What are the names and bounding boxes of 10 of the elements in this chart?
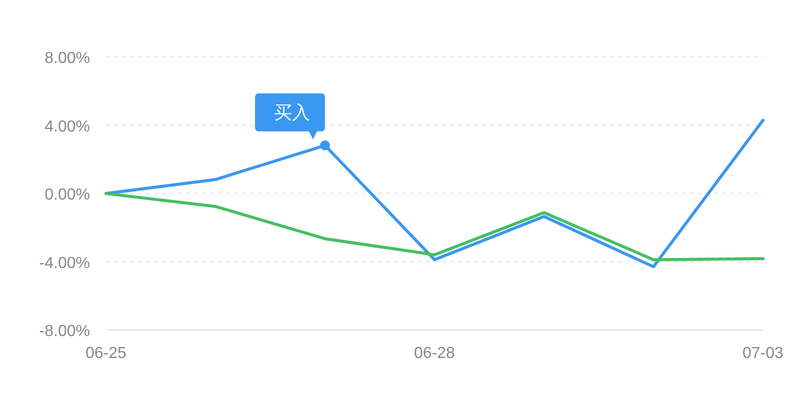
x-tick-label: 07-03 <box>742 345 784 362</box>
line-series <box>104 192 764 262</box>
y-tick-label: 0.00% <box>44 186 90 204</box>
y-tick-label: -8.00% <box>39 323 90 340</box>
x-tick-label: 06-28 <box>414 345 456 362</box>
y-tick-label: -4.00% <box>39 254 90 272</box>
y-tick-label: 8.00% <box>44 50 90 67</box>
y-tick-label: 4.00% <box>44 118 90 136</box>
annotation: 买入 <box>274 102 310 122</box>
x-tick-label: 06-25 <box>86 345 127 362</box>
